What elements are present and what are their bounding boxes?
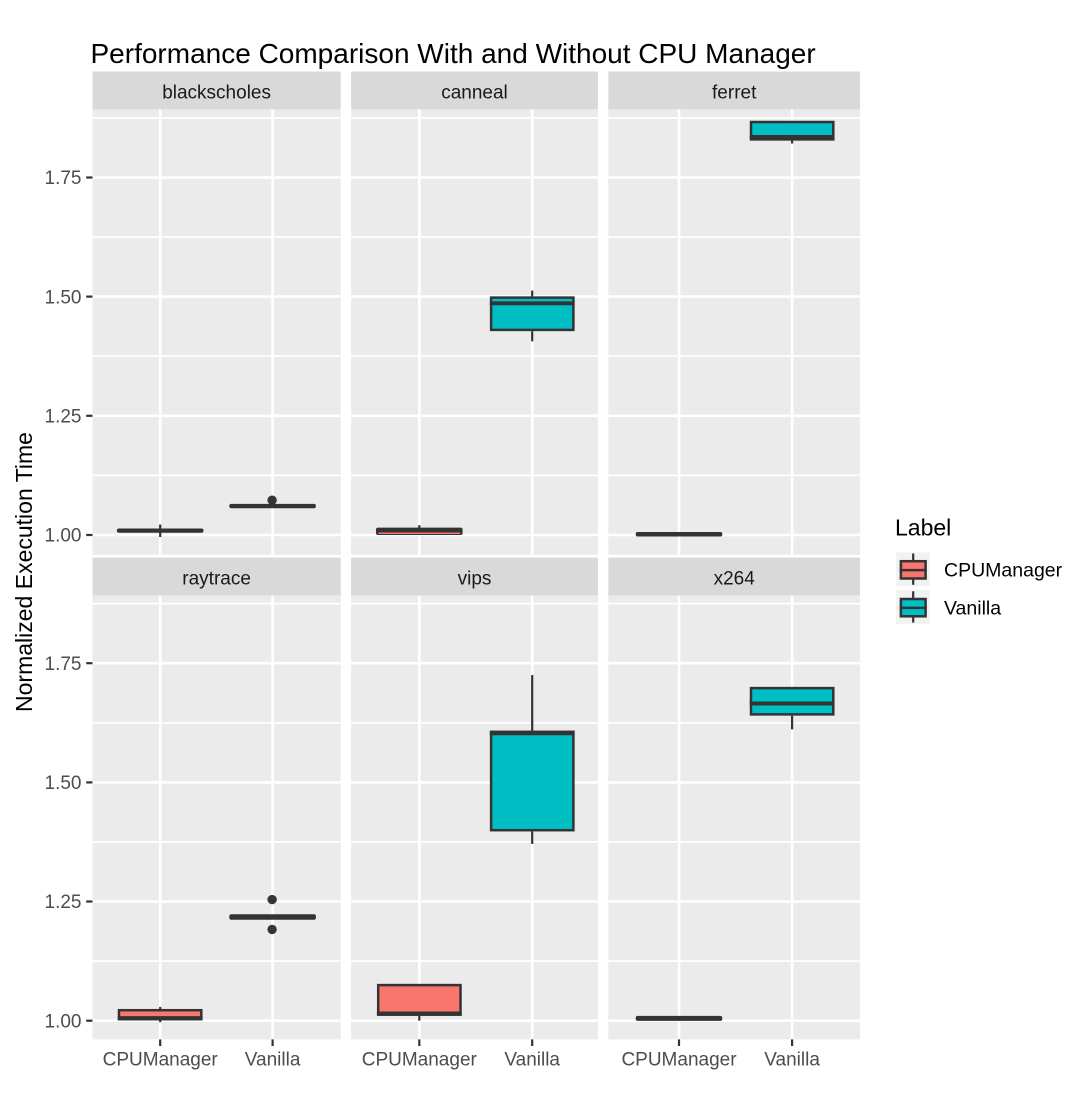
svg-text:1.25: 1.25 [45, 892, 82, 913]
svg-text:1.00: 1.00 [45, 1011, 82, 1032]
svg-text:Vanilla: Vanilla [944, 598, 1001, 620]
svg-text:ferret: ferret [712, 83, 757, 104]
svg-text:1.50: 1.50 [45, 773, 82, 794]
svg-text:1.00: 1.00 [45, 526, 82, 547]
svg-text:Vanilla: Vanilla [245, 1050, 301, 1071]
svg-text:CPUManager: CPUManager [944, 560, 1063, 582]
svg-text:canneal: canneal [441, 83, 508, 104]
svg-text:blackscholes: blackscholes [162, 83, 271, 104]
svg-text:1.75: 1.75 [45, 654, 82, 675]
svg-text:CPUManager: CPUManager [362, 1050, 478, 1071]
svg-text:Vanilla: Vanilla [764, 1050, 820, 1071]
svg-text:1.50: 1.50 [45, 287, 82, 308]
svg-text:x264: x264 [714, 569, 756, 590]
svg-text:CPUManager: CPUManager [621, 1050, 737, 1071]
svg-text:Vanilla: Vanilla [504, 1050, 560, 1071]
svg-text:Normalized Execution Time: Normalized Execution Time [11, 432, 37, 712]
svg-text:vips: vips [458, 569, 492, 590]
svg-text:CPUManager: CPUManager [103, 1050, 219, 1071]
svg-text:Label: Label [895, 515, 951, 541]
svg-text:1.75: 1.75 [45, 168, 82, 189]
svg-text:Performance Comparison With an: Performance Comparison With and Without … [91, 38, 816, 69]
svg-text:raytrace: raytrace [182, 569, 251, 590]
svg-text:1.25: 1.25 [45, 407, 82, 428]
